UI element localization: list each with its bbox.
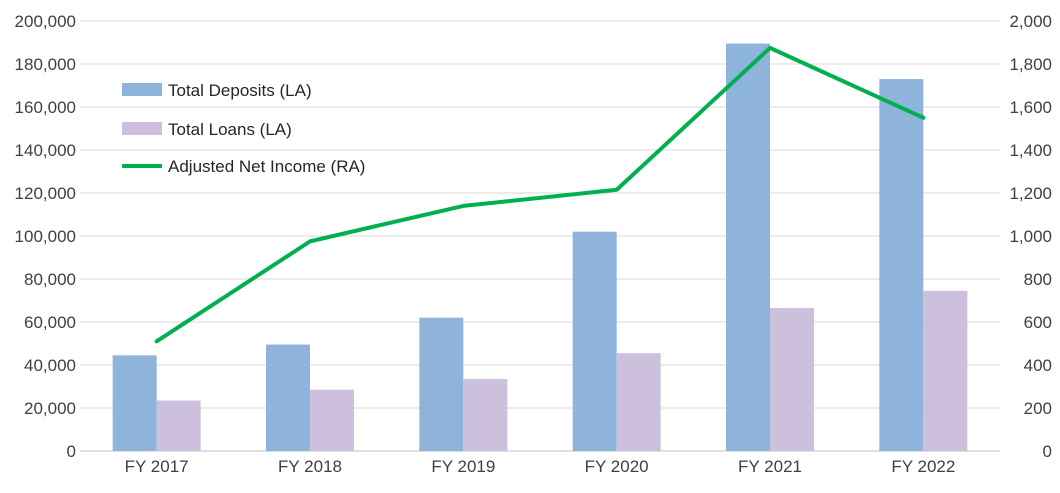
x-tick-label: FY 2019: [431, 457, 495, 476]
legend-swatch: [122, 83, 162, 96]
right-tick-label: 200: [1024, 399, 1052, 418]
left-tick-label: 180,000: [15, 55, 76, 74]
right-tick-label: 2,000: [1009, 12, 1052, 31]
bar-total-deposits: [112, 355, 157, 451]
left-tick-label: 60,000: [24, 313, 76, 332]
right-axis-ticks: 0 200 400 600 800 1,000 1,200 1,400 1,600 1,800 2,…: [1009, 12, 1052, 461]
right-tick-label: 1,400: [1009, 141, 1052, 160]
right-tick-label: 400: [1024, 356, 1052, 375]
bars: [112, 43, 968, 452]
legend-label: Adjusted Net Income (RA): [168, 157, 365, 176]
left-tick-label: 140,000: [15, 141, 76, 160]
gridlines: [80, 20, 1000, 452]
left-tick-label: 80,000: [24, 270, 76, 289]
right-tick-label: 1,800: [1009, 55, 1052, 74]
bar-total-deposits: [266, 344, 310, 451]
right-tick-label: 0: [1043, 442, 1052, 461]
legend-swatch: [122, 122, 162, 135]
legend-label: Total Loans (LA): [168, 120, 292, 139]
right-tick-label: 600: [1024, 313, 1052, 332]
adjusted-net-income-line: [154, 45, 926, 344]
left-tick-label: 120,000: [15, 184, 76, 203]
bar-total-loans: [463, 378, 508, 451]
left-tick-label: 200,000: [15, 12, 76, 31]
bar-total-loans: [616, 353, 661, 451]
right-tick-label: 1,000: [1009, 227, 1052, 246]
right-tick-label: 1,600: [1009, 98, 1052, 117]
bar-total-deposits: [726, 43, 770, 451]
left-tick-label: 20,000: [24, 399, 76, 418]
bar-total-deposits: [572, 231, 617, 451]
legend: Total Deposits (LA) Total Loans (LA) Adjus…: [122, 81, 365, 176]
bar-total-deposits: [419, 317, 464, 451]
x-tick-label: FY 2020: [585, 457, 649, 476]
left-tick-label: 160,000: [15, 98, 76, 117]
right-tick-label: 800: [1024, 270, 1052, 289]
bar-total-deposits: [879, 79, 924, 452]
right-tick-label: 1,200: [1009, 184, 1052, 203]
x-axis-ticks: FY 2017 FY 2018 FY 2019 FY 2020 FY 2021 FY 20…: [125, 457, 956, 476]
bar-total-loans: [923, 290, 968, 451]
x-tick-label: FY 2021: [738, 457, 802, 476]
x-tick-label: FY 2018: [278, 457, 342, 476]
left-tick-label: 40,000: [24, 356, 76, 375]
bar-total-loans: [770, 308, 814, 451]
left-tick-label: 100,000: [15, 227, 76, 246]
legend-label: Total Deposits (LA): [168, 81, 312, 100]
left-axis-ticks: 0 20,000 40,000 60,000 80,000 100,000 120,000 1…: [15, 12, 76, 461]
bar-total-loans: [310, 389, 354, 451]
x-tick-label: FY 2022: [891, 457, 955, 476]
income-line-layer: [154, 45, 926, 344]
x-tick-label: FY 2017: [125, 457, 189, 476]
left-tick-label: 0: [67, 442, 76, 461]
bar-total-loans: [156, 400, 201, 451]
